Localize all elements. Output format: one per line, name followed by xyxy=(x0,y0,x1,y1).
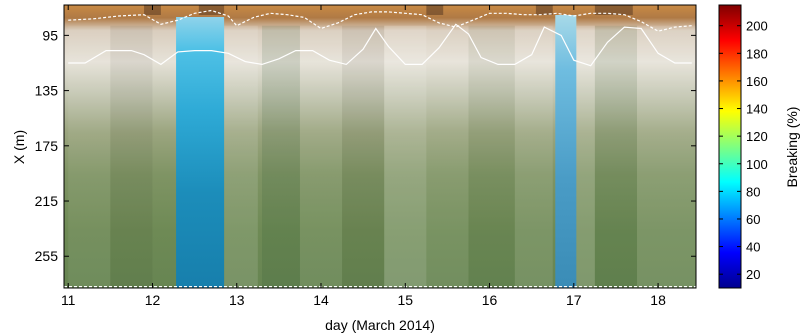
colorbar-tick-label: 180 xyxy=(746,46,768,61)
colorbar-gradient xyxy=(718,4,742,289)
heatmap-band-low xyxy=(555,15,577,288)
heatmap-band xyxy=(468,25,515,288)
heatmap-band-high xyxy=(535,5,553,15)
colorbar: 20 40 60 80 100 120 140 160 180 200 Breaking (%) xyxy=(718,4,800,289)
colorbar-tick-label: 80 xyxy=(746,184,760,199)
heatmap-band xyxy=(224,25,258,288)
colorbar-tick-label: 40 xyxy=(746,240,760,255)
heatmap-band xyxy=(342,25,385,288)
y-tick-label: 95 xyxy=(42,27,58,43)
x-tick-label: 12 xyxy=(145,292,161,308)
x-tick-label: 18 xyxy=(650,292,666,308)
heatmap-background xyxy=(64,5,696,288)
y-tick-label: 255 xyxy=(35,248,59,264)
heatmap-band xyxy=(68,25,111,288)
x-tick-label: 15 xyxy=(397,292,413,308)
heatmap-band xyxy=(637,25,696,288)
colorbar-tick-label: 160 xyxy=(746,74,768,89)
dashed-line xyxy=(68,9,692,32)
heatmap-band-high xyxy=(426,5,444,15)
colorbar-tick-label: 200 xyxy=(746,19,768,34)
heatmap-band xyxy=(426,25,469,288)
x-axis: 11 12 13 14 15 16 17 18 xyxy=(61,5,666,308)
heatmap-band-low xyxy=(176,17,225,288)
heatmap-band xyxy=(594,25,638,288)
x-tick-label: 14 xyxy=(313,292,329,308)
x-tick-label: 13 xyxy=(229,292,245,308)
y-axis-label: X (m) xyxy=(11,130,27,164)
mean-line xyxy=(68,23,692,67)
colorbar-tick-label: 100 xyxy=(746,157,768,172)
colorbar-tick-label: 120 xyxy=(746,129,768,144)
y-tick-label: 215 xyxy=(35,193,59,209)
x-tick-label: 17 xyxy=(566,292,582,308)
heatmap-band xyxy=(384,25,427,288)
contour-lines xyxy=(64,9,696,288)
heatmap-band xyxy=(262,25,300,288)
heatmap-band xyxy=(110,25,153,288)
colorbar-tick-label: 60 xyxy=(746,212,760,227)
x-tick-label: 11 xyxy=(61,292,76,308)
colorbar-label: Breaking (%) xyxy=(784,107,800,188)
y-axis: 95 135 175 215 255 xyxy=(35,27,696,264)
x-tick-label: 16 xyxy=(482,292,498,308)
colorbar-tick-label: 140 xyxy=(746,102,768,117)
plot-area xyxy=(64,5,696,288)
colorbar-ticks: 20 40 60 80 100 120 140 160 180 200 xyxy=(719,19,768,282)
heatmap-band xyxy=(514,25,553,288)
x-axis-label: day (March 2014) xyxy=(325,317,435,333)
y-tick-label: 175 xyxy=(35,138,59,154)
heatmap-bands xyxy=(68,5,696,288)
y-tick-label: 135 xyxy=(35,83,59,99)
heatmap-band xyxy=(299,25,343,288)
plot-frame xyxy=(63,4,697,289)
colorbar-tick-label: 20 xyxy=(746,267,760,282)
heatmap-band-high xyxy=(198,5,225,15)
heatmap-band-high xyxy=(594,5,633,15)
